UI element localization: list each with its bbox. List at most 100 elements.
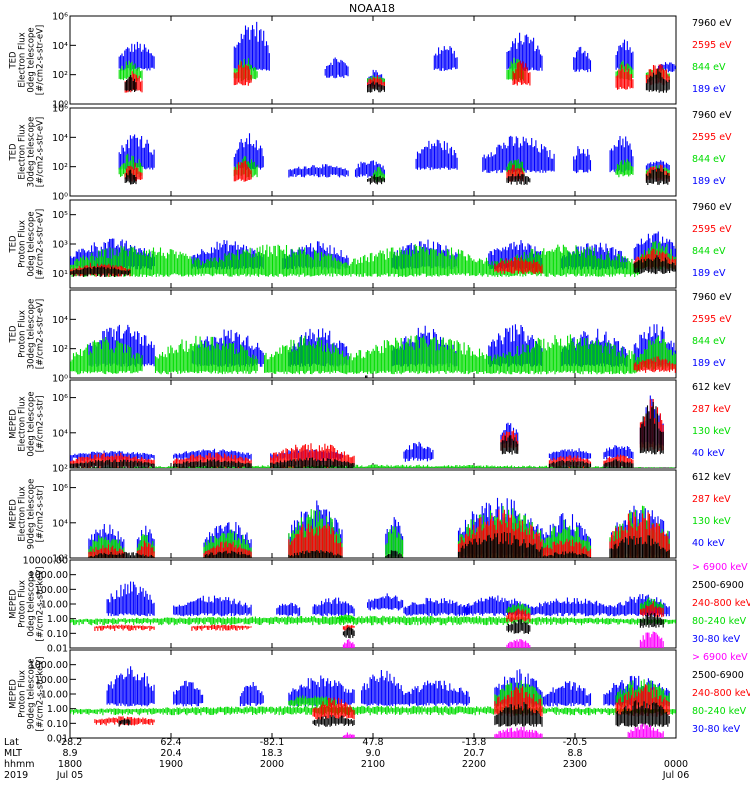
legend-entry: 130 keV (692, 516, 731, 527)
series-green (71, 241, 676, 277)
data-burst (192, 625, 251, 631)
legend-entry: 80-240 keV (692, 706, 747, 717)
footer-day: Jul 05 (56, 770, 84, 781)
series-blue (119, 133, 669, 177)
legend-entry: 30-80 keV (692, 634, 741, 645)
y-tick-label: 10⁴ (52, 133, 68, 144)
y-tick-label: 10⁰ (52, 192, 68, 203)
y-tick-label: 1.00 (47, 704, 68, 715)
legend-entry: 189 eV (692, 358, 726, 369)
y-tick-label: 10⁴ (52, 518, 68, 529)
legend-entry: 189 eV (692, 84, 726, 95)
y-tick-label: 10⁶ (52, 104, 68, 115)
data-burst (404, 598, 469, 617)
footer-lat: -13.8 (462, 737, 487, 748)
data-burst (404, 442, 433, 462)
y-axis-label-line: [#/cm2-s-str-eV] (36, 209, 46, 279)
series-blue (71, 396, 664, 462)
footer-lat: -28.2 (58, 737, 83, 748)
legend-entry: 40 keV (692, 448, 725, 459)
y-tick-label: 0.01 (47, 644, 68, 655)
y-axis-label-line: [#/cm2-s-str-keV] (36, 657, 46, 732)
series-magenta (343, 632, 663, 652)
series-black (71, 402, 664, 471)
legend-entry: 7960 eV (692, 110, 732, 121)
legend-entry: 2595 eV (692, 40, 732, 51)
data-burst (174, 596, 251, 617)
y-axis-label-line: [#/cm2-s-str-keV] (36, 567, 46, 642)
y-axis-label-line: [#/cm2-s-str-eV] (36, 299, 46, 369)
y-tick-label: 10² (52, 344, 68, 355)
series-black (125, 69, 669, 93)
footer-row-label: Lat (4, 737, 19, 748)
footer-mlt: 20.4 (160, 748, 181, 759)
footer-lat: -20.5 (563, 737, 588, 748)
series-blue (107, 582, 669, 617)
legend-entry: 189 eV (692, 268, 726, 279)
data-burst (640, 632, 663, 652)
legend-entry: 40 keV (692, 538, 725, 549)
footer-hhmm: 1800 (58, 759, 82, 770)
data-marks (71, 582, 676, 652)
footer-hhmm: 1900 (159, 759, 183, 770)
footer-row-label: 2019 (4, 770, 28, 781)
data-burst (325, 58, 348, 79)
y-axis-label-line: [#/cm2-s-str] (36, 396, 46, 453)
data-burst (531, 598, 614, 617)
y-tick-label: 10³ (52, 240, 68, 251)
data-burst (628, 724, 663, 742)
legend-entry: 612 keV (692, 472, 731, 483)
data-burst (416, 140, 457, 170)
data-burst (604, 445, 633, 460)
data-marks (71, 232, 676, 278)
data-burst (107, 666, 154, 706)
footer-hhmm: 2100 (361, 759, 385, 770)
panel-frame (70, 108, 676, 196)
legend-entry: 2595 eV (692, 224, 732, 235)
footer-lat: 62.4 (160, 737, 181, 748)
legend-entry: > 6900 keV (692, 562, 748, 573)
footer-hhmm: 0000 (664, 759, 688, 770)
y-axis-label-line: [#/cm2-s-str-eV] (36, 25, 46, 95)
y-tick-label: 10⁶ (52, 483, 68, 494)
y-tick-label: 0.10 (47, 629, 68, 640)
footer-mlt: 18.3 (261, 748, 282, 759)
panel-7: 10000.001000.00100.0010.001.000.100.01ME… (9, 556, 750, 655)
data-marks (71, 396, 676, 475)
legend-entry: 130 keV (692, 426, 731, 437)
data-burst (362, 670, 403, 706)
data-burst (574, 146, 591, 173)
data-burst (119, 42, 154, 71)
y-tick-label: 10000.00 (23, 556, 68, 567)
data-burst (289, 164, 348, 177)
y-tick-label: 10⁶ (52, 12, 68, 23)
series-red (71, 399, 664, 469)
legend-entry: > 6900 keV (692, 652, 748, 663)
data-marks (119, 133, 669, 185)
y-axis-label-line: [#/cm2-s-str-eV] (36, 117, 46, 187)
data-burst (434, 46, 457, 71)
footer-lat: -82.1 (260, 737, 285, 748)
data-marks (89, 498, 669, 564)
footer-mlt: 8.8 (567, 748, 582, 759)
y-tick-label: 10⁴ (52, 41, 68, 52)
footer-hhmm: 2300 (563, 759, 587, 770)
data-burst (404, 681, 469, 707)
legend-entry: 844 eV (692, 336, 726, 347)
data-marks (119, 22, 675, 93)
y-tick-label: 10⁴ (52, 428, 68, 439)
legend-entry: 612 keV (692, 382, 731, 393)
data-burst (174, 681, 203, 707)
legend-entry: 30-80 keV (692, 724, 741, 735)
plot-title: NOAA18 (349, 2, 395, 15)
